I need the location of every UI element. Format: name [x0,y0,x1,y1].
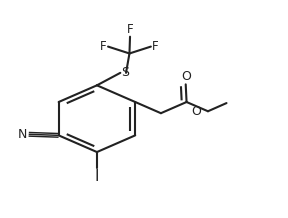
Text: S: S [122,66,130,79]
Text: O: O [191,105,201,118]
Text: O: O [182,70,192,83]
Text: F: F [100,40,107,53]
Text: I: I [95,169,99,184]
Text: F: F [127,23,133,36]
Text: F: F [152,40,159,53]
Text: N: N [18,128,27,141]
